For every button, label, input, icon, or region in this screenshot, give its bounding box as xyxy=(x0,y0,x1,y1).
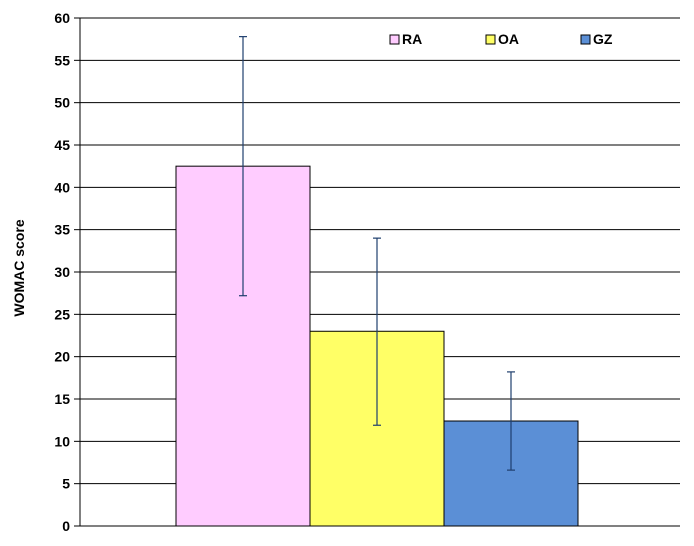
y-tick-label-15: 15 xyxy=(54,391,70,407)
y-tick-label-55: 55 xyxy=(54,52,70,68)
y-axis-label: WOMAC score xyxy=(11,219,27,316)
y-axis-ticks: 0 5 10 15 20 25 30 35 40 45 50 55 60 xyxy=(54,10,80,534)
y-tick-label-35: 35 xyxy=(54,222,70,238)
error-bars xyxy=(239,36,515,471)
legend-swatch-oa xyxy=(485,34,496,45)
y-tick-label-40: 40 xyxy=(54,179,70,195)
legend-label-oa: OA xyxy=(498,31,519,47)
axes xyxy=(79,18,680,527)
legend-swatch-gz xyxy=(580,34,591,45)
y-tick-label-50: 50 xyxy=(54,95,70,111)
y-tick-label-30: 30 xyxy=(54,264,70,280)
legend: RA OA GZ xyxy=(389,31,613,47)
y-tick-label-10: 10 xyxy=(54,433,70,449)
legend-label-gz: GZ xyxy=(593,31,613,47)
y-tick-label-25: 25 xyxy=(54,306,70,322)
y-tick-label-5: 5 xyxy=(62,476,70,492)
y-tick-label-45: 45 xyxy=(54,137,70,153)
legend-label-ra: RA xyxy=(402,31,422,47)
y-tick-label-0: 0 xyxy=(62,518,70,534)
legend-swatch-ra xyxy=(389,34,400,45)
y-tick-label-60: 60 xyxy=(54,10,70,26)
y-tick-label-20: 20 xyxy=(54,349,70,365)
